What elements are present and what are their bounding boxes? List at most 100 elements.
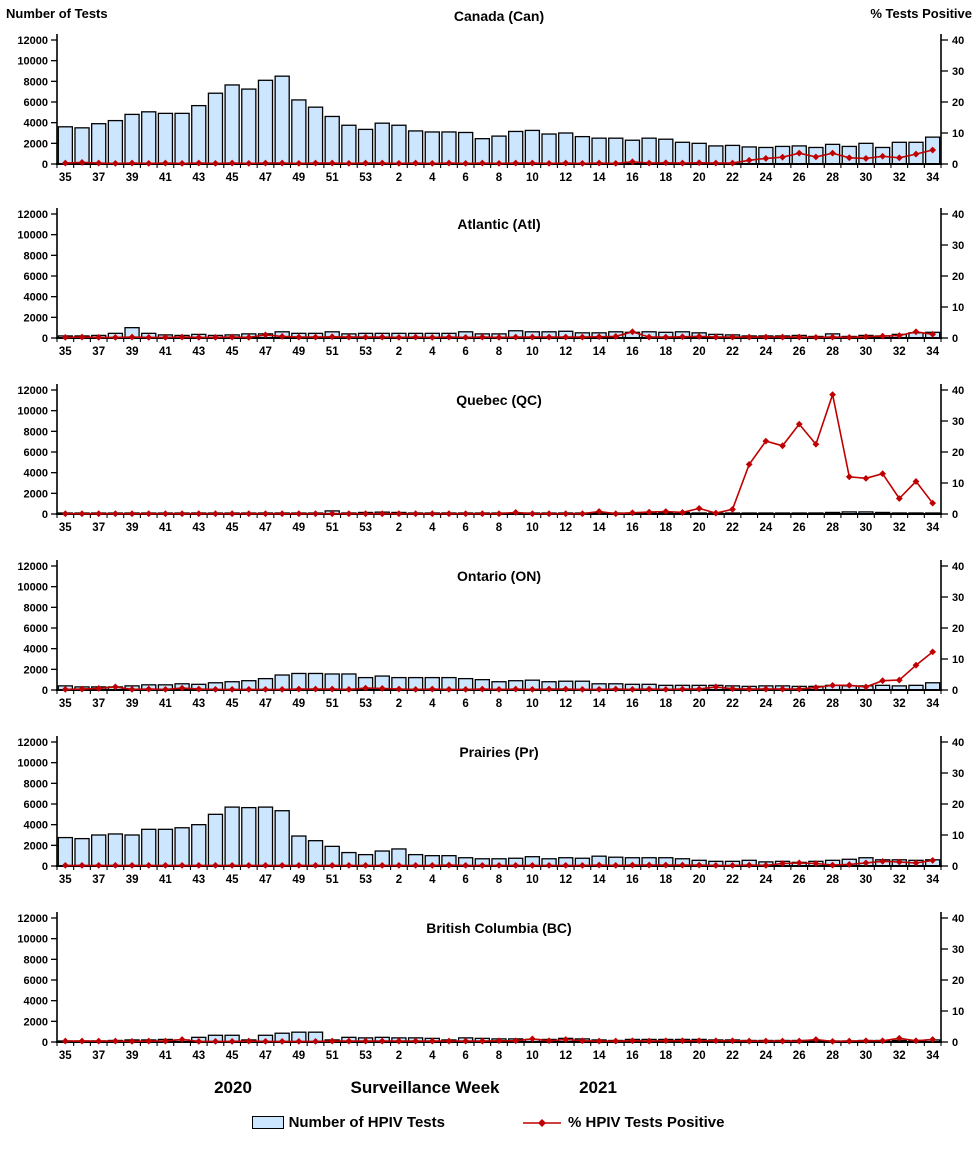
- svg-text:12000: 12000: [17, 35, 48, 47]
- svg-text:26: 26: [793, 346, 806, 358]
- svg-text:32: 32: [893, 874, 906, 886]
- legend-line-label: % HPIV Tests Positive: [567, 1114, 725, 1131]
- svg-text:2000: 2000: [24, 312, 48, 324]
- svg-text:10: 10: [952, 654, 964, 666]
- panel-prairies: Prairies (Pr) 0 2000 4000 6000 8000 10000 1200…: [0, 720, 976, 896]
- svg-text:0: 0: [952, 861, 958, 873]
- svg-text:53: 53: [359, 874, 372, 886]
- svg-text:35: 35: [59, 698, 72, 710]
- svg-text:28: 28: [826, 172, 839, 184]
- svg-text:41: 41: [159, 698, 172, 710]
- svg-text:10: 10: [526, 346, 539, 358]
- svg-text:14: 14: [593, 1050, 606, 1062]
- svg-text:20: 20: [693, 522, 706, 534]
- svg-text:4000: 4000: [24, 118, 48, 130]
- svg-text:10: 10: [952, 478, 964, 490]
- svg-text:8000: 8000: [24, 954, 48, 966]
- svg-text:4: 4: [429, 172, 436, 184]
- svg-text:0: 0: [952, 333, 958, 345]
- svg-text:45: 45: [226, 698, 239, 710]
- svg-text:4: 4: [429, 874, 436, 886]
- svg-text:34: 34: [926, 172, 939, 184]
- svg-text:30: 30: [860, 172, 873, 184]
- svg-text:51: 51: [326, 874, 339, 886]
- svg-text:24: 24: [760, 346, 773, 358]
- svg-text:32: 32: [893, 346, 906, 358]
- svg-text:28: 28: [826, 874, 839, 886]
- svg-text:12000: 12000: [17, 737, 48, 749]
- svg-text:32: 32: [893, 698, 906, 710]
- svg-text:14: 14: [593, 698, 606, 710]
- svg-text:6000: 6000: [24, 97, 48, 109]
- british-columbia-chart: 0 2000 4000 6000 8000 10000 12000 0 10 20 30 40 35 37…: [17, 912, 964, 1062]
- x-axis-title: Surveillance Week: [350, 1078, 500, 1097]
- svg-text:8000: 8000: [24, 426, 48, 438]
- left-axis-title: Number of Tests: [6, 6, 108, 21]
- svg-text:6: 6: [462, 172, 468, 184]
- svg-text:45: 45: [226, 346, 239, 358]
- svg-text:6000: 6000: [24, 623, 48, 635]
- svg-text:2: 2: [396, 346, 402, 358]
- svg-text:39: 39: [126, 346, 139, 358]
- svg-text:8: 8: [496, 172, 503, 184]
- panel-atlantic: Atlantic (Atl) 0 2000 4000 6000 8000 10000 120…: [0, 192, 976, 368]
- svg-text:2: 2: [396, 874, 402, 886]
- svg-text:49: 49: [292, 1050, 305, 1062]
- svg-text:35: 35: [59, 522, 72, 534]
- svg-text:30: 30: [860, 698, 873, 710]
- svg-text:45: 45: [226, 172, 239, 184]
- ontario-chart: 0 2000 4000 6000 8000 10000 12000 0 10 20 30 40 35 37…: [17, 560, 964, 710]
- svg-text:32: 32: [893, 522, 906, 534]
- svg-text:34: 34: [926, 346, 939, 358]
- svg-text:26: 26: [793, 172, 806, 184]
- svg-text:39: 39: [126, 874, 139, 886]
- svg-text:49: 49: [292, 346, 305, 358]
- svg-text:39: 39: [126, 522, 139, 534]
- svg-text:0: 0: [42, 509, 48, 521]
- svg-text:16: 16: [626, 874, 639, 886]
- svg-text:40: 40: [952, 385, 964, 397]
- svg-text:30: 30: [952, 66, 964, 78]
- svg-text:41: 41: [159, 522, 172, 534]
- svg-text:10000: 10000: [17, 934, 48, 946]
- svg-text:22: 22: [726, 698, 739, 710]
- svg-text:20: 20: [693, 874, 706, 886]
- svg-text:53: 53: [359, 522, 372, 534]
- svg-text:8000: 8000: [24, 602, 48, 614]
- svg-text:10000: 10000: [17, 56, 48, 68]
- svg-text:14: 14: [593, 346, 606, 358]
- svg-text:6000: 6000: [24, 975, 48, 987]
- svg-text:26: 26: [793, 874, 806, 886]
- svg-text:45: 45: [226, 874, 239, 886]
- svg-text:16: 16: [626, 522, 639, 534]
- svg-text:43: 43: [192, 522, 205, 534]
- svg-text:0: 0: [42, 159, 48, 171]
- svg-text:12: 12: [559, 346, 572, 358]
- svg-text:20: 20: [693, 346, 706, 358]
- svg-text:24: 24: [760, 172, 773, 184]
- svg-text:12000: 12000: [17, 209, 48, 221]
- svg-text:22: 22: [726, 346, 739, 358]
- svg-text:12000: 12000: [17, 561, 48, 573]
- svg-text:32: 32: [893, 172, 906, 184]
- svg-text:41: 41: [159, 1050, 172, 1062]
- svg-text:41: 41: [159, 172, 172, 184]
- svg-text:20: 20: [952, 447, 964, 459]
- svg-text:18: 18: [659, 172, 672, 184]
- svg-text:24: 24: [760, 698, 773, 710]
- svg-text:40: 40: [952, 737, 964, 749]
- svg-text:12000: 12000: [17, 913, 48, 925]
- svg-text:28: 28: [826, 522, 839, 534]
- svg-text:12: 12: [559, 172, 572, 184]
- svg-text:4000: 4000: [24, 996, 48, 1008]
- svg-text:30: 30: [860, 522, 873, 534]
- svg-text:35: 35: [59, 874, 72, 886]
- svg-text:2: 2: [396, 172, 402, 184]
- svg-text:40: 40: [952, 913, 964, 925]
- svg-text:10: 10: [526, 522, 539, 534]
- svg-text:2: 2: [396, 698, 402, 710]
- svg-text:16: 16: [626, 698, 639, 710]
- svg-text:0: 0: [42, 861, 48, 873]
- svg-text:47: 47: [259, 172, 272, 184]
